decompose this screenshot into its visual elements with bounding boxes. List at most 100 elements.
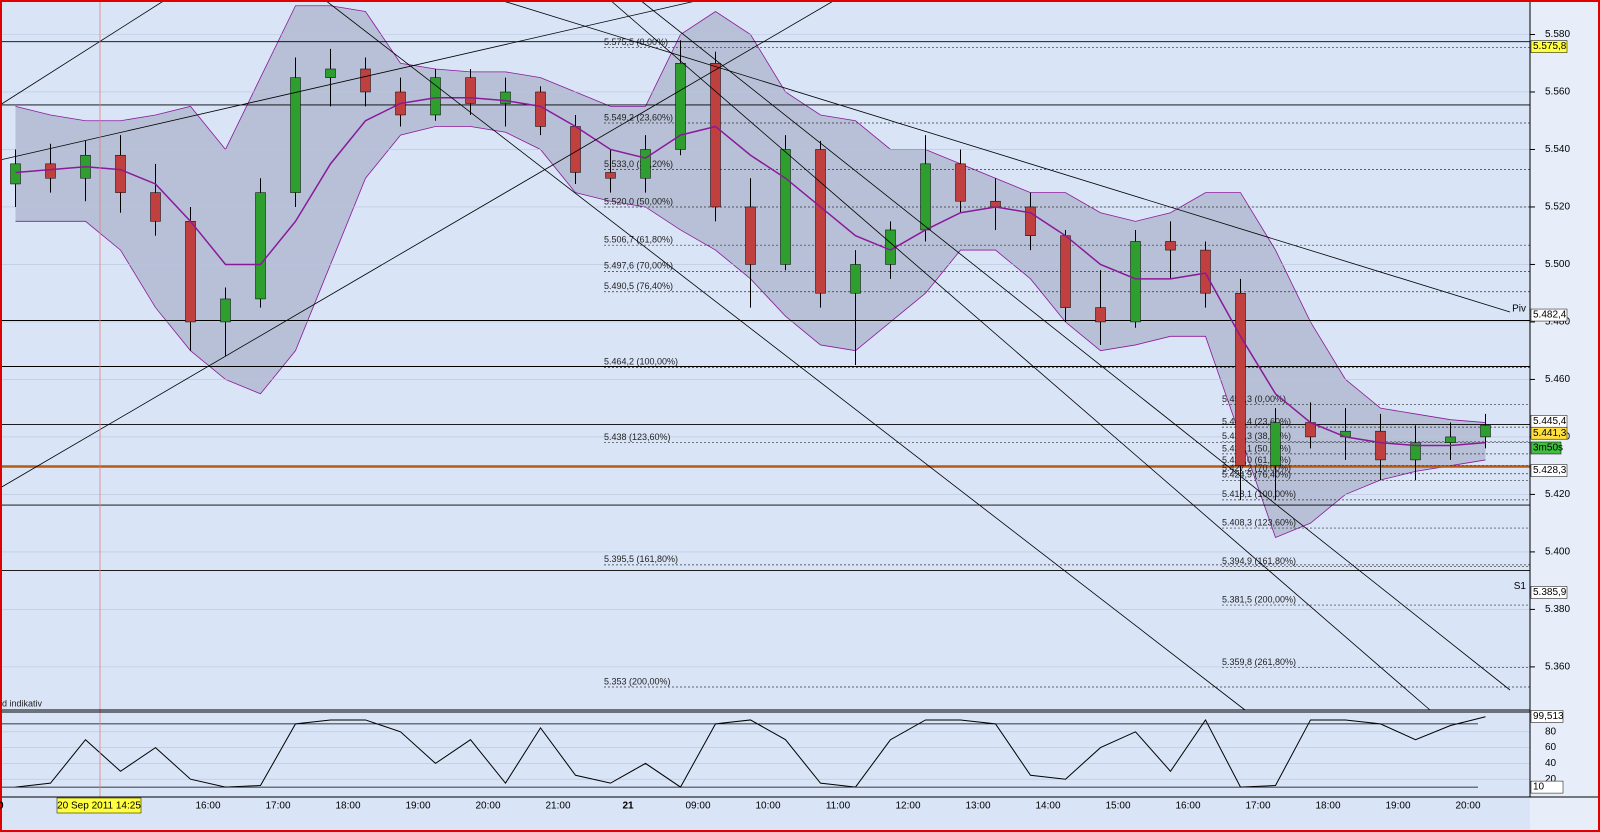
y-tick-label: 5.560 xyxy=(1545,87,1570,98)
osc-line xyxy=(15,716,1486,788)
candle-body xyxy=(45,163,56,179)
fib-label: 5.506,7 (61,80%) xyxy=(604,235,673,245)
candle-body xyxy=(1130,241,1141,323)
x-tick-label: 11:00 xyxy=(826,801,851,812)
candle-body xyxy=(1095,307,1106,323)
candle-body xyxy=(115,154,126,193)
x-tick-label: 09:00 xyxy=(685,801,710,812)
countdown-bg xyxy=(1530,441,1562,455)
candle-body xyxy=(1025,206,1036,236)
y-tick-label: 5.400 xyxy=(1545,547,1570,558)
x-tick-label: 16:00 xyxy=(1175,801,1200,812)
x-tick-label: 19:00 xyxy=(405,801,430,812)
oscillator-title: d indikativ xyxy=(2,698,43,708)
y-tick-label: 5.460 xyxy=(1545,374,1570,385)
fib-label: 5.549,2 (23,60%) xyxy=(604,112,673,122)
candle-body xyxy=(430,77,441,116)
price-tag: 5.428,3 xyxy=(1533,465,1567,476)
trendline xyxy=(324,0,1246,711)
countdown: 3m50s xyxy=(1533,443,1563,454)
x-tick-label: 17:00 xyxy=(265,801,290,812)
fib-label: 5.490,5 (76,40%) xyxy=(604,281,673,291)
fib-label: 5.381,5 (200,00%) xyxy=(1222,594,1296,604)
candle-body xyxy=(1165,241,1176,251)
x-tick-label: 12:00 xyxy=(895,801,920,812)
osc-tick-label: 60 xyxy=(1545,742,1557,753)
price-tag: 5.482,4 xyxy=(1533,310,1567,321)
osc-tag: 99,513 xyxy=(1533,711,1564,722)
ma-line xyxy=(15,96,1486,447)
y-tick-label: 5.420 xyxy=(1545,489,1570,500)
price-tag: 5.441,3 xyxy=(1533,428,1567,439)
x-tick-label: 20:00 xyxy=(475,801,500,812)
fib-label: 5.438 (123,60%) xyxy=(604,432,671,442)
candle-body xyxy=(745,206,756,265)
x-tick-label: 16:00 xyxy=(195,801,220,812)
price-tag-bg xyxy=(1530,464,1568,477)
fib-label: 5.451,3 (0,00%) xyxy=(1222,394,1286,404)
fib-label: 5.427,2 (70,00%) xyxy=(1222,463,1291,473)
trendline xyxy=(0,0,701,161)
candle-body xyxy=(465,77,476,104)
x-tick-label: 13:00 xyxy=(965,801,990,812)
fib-label: 5.394,9 (161,80%) xyxy=(1222,556,1296,566)
x-tick-label: 18:00 xyxy=(335,801,360,812)
candle-body xyxy=(1375,430,1386,461)
x-tick-label: 21:00 xyxy=(545,801,570,812)
osc-tick-label: 40 xyxy=(1545,758,1557,769)
trendline xyxy=(0,0,836,489)
trendline xyxy=(609,0,1431,711)
price-tag: 5.445,4 xyxy=(1533,416,1567,427)
osc-tag-bg xyxy=(1530,710,1564,723)
y-tick-label: 5.540 xyxy=(1545,144,1570,155)
trendline xyxy=(499,0,1511,313)
candle-body xyxy=(500,91,511,104)
candle-body xyxy=(325,68,336,78)
y-tick-label: 5.580 xyxy=(1545,29,1570,40)
price-tag-bg xyxy=(1530,426,1568,440)
price-tag-bg xyxy=(1530,586,1568,599)
y-tick-label: 5.500 xyxy=(1545,259,1570,270)
fib-label: 5.438,3 (38,20%) xyxy=(1222,431,1291,441)
x-tick-label: 14:00 xyxy=(1035,801,1060,812)
fib-label: 5.533,0 (38,20%) xyxy=(604,159,673,169)
price-tag: 5.385,9 xyxy=(1533,587,1567,598)
price-tag-name: S1 xyxy=(1514,581,1527,592)
x-tick-label: 18:00 xyxy=(1315,801,1340,812)
trendline xyxy=(0,0,166,106)
candle-body xyxy=(360,68,371,93)
price-tag-bg xyxy=(1530,40,1568,53)
x-tick-label: 21 xyxy=(622,801,634,812)
candle-body xyxy=(185,221,196,323)
fib-label: 5.434,1 (50,00%) xyxy=(1222,443,1291,453)
candle-body xyxy=(640,149,651,179)
candle-body xyxy=(675,62,686,150)
osc-tick-label: 20 xyxy=(1545,774,1557,785)
candle-body xyxy=(255,192,266,300)
candle-body xyxy=(1445,436,1456,443)
fib-label: 5.424,9 (76,40%) xyxy=(1222,470,1291,480)
x-tick-label: 00 xyxy=(0,801,4,812)
candle-body xyxy=(920,163,931,231)
fib-label: 5.497,6 (70,00%) xyxy=(604,261,673,271)
candle-body xyxy=(955,163,966,202)
price-tag: 5.575,8 xyxy=(1533,41,1567,52)
candle-body xyxy=(1200,249,1211,294)
osc-tick-label: 80 xyxy=(1545,726,1557,737)
osc-tag: 10 xyxy=(1533,782,1545,793)
candle-body xyxy=(150,192,161,222)
trendlines xyxy=(0,0,1511,711)
fib-label: 5.353 (200,00%) xyxy=(604,676,671,686)
fib-label: 5.359,8 (261,80%) xyxy=(1222,657,1296,667)
fib-label: 5.443,4 (23,60%) xyxy=(1222,417,1291,427)
candle-body xyxy=(1480,425,1491,438)
fib-label: 5.408,3 (123,60%) xyxy=(1222,517,1296,527)
candle-body xyxy=(1270,422,1281,466)
candle-body xyxy=(815,149,826,294)
fib-label: 5.464,2 (100,00%) xyxy=(604,357,678,367)
trendline xyxy=(639,0,1511,691)
candle-body xyxy=(1060,235,1071,308)
fib-label: 5.418,1 (100,00%) xyxy=(1222,489,1296,499)
fib-label: 5.395,5 (161,80%) xyxy=(604,554,678,564)
